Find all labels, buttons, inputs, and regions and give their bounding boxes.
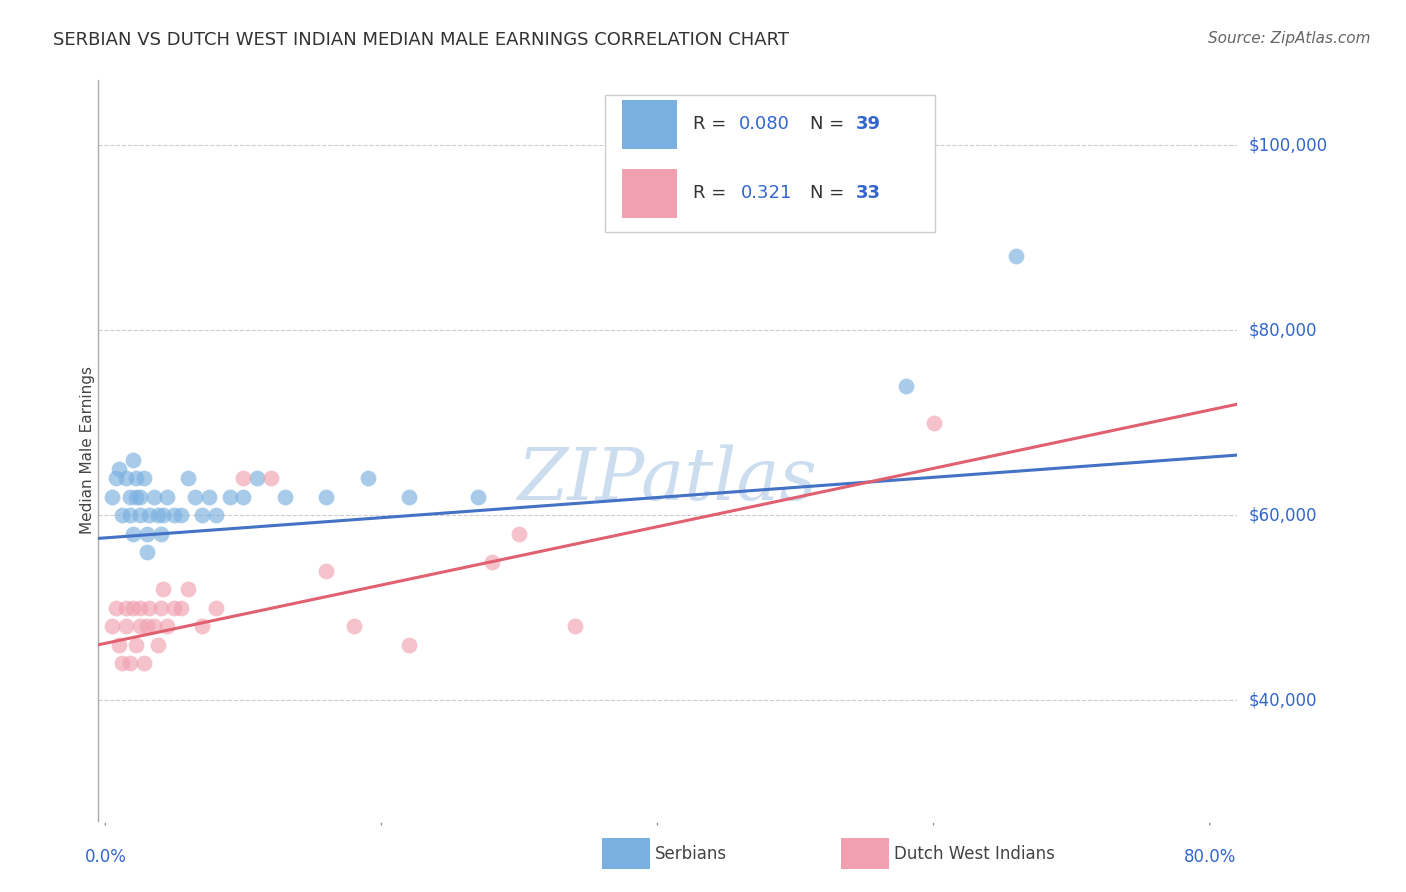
Text: 33: 33	[856, 184, 880, 202]
Text: ZIPatlas: ZIPatlas	[517, 445, 818, 516]
Point	[132, 471, 155, 485]
Text: Source: ZipAtlas.com: Source: ZipAtlas.com	[1208, 31, 1371, 46]
Point	[315, 490, 337, 504]
Y-axis label: Median Male Earnings: Median Male Earnings	[80, 367, 94, 534]
Point	[105, 471, 128, 485]
Point	[260, 471, 283, 485]
Point	[135, 526, 157, 541]
Point	[128, 508, 150, 523]
Point	[105, 600, 128, 615]
Point	[135, 619, 157, 633]
Point	[398, 638, 420, 652]
Text: 80.0%: 80.0%	[1184, 848, 1236, 866]
Point	[564, 619, 586, 633]
Point	[274, 490, 297, 504]
Text: $40,000: $40,000	[1249, 691, 1317, 709]
Point	[115, 600, 138, 615]
Point	[111, 508, 134, 523]
Point	[191, 619, 214, 633]
FancyBboxPatch shape	[623, 169, 676, 218]
Point	[120, 490, 142, 504]
Point	[356, 471, 378, 485]
Point	[191, 508, 214, 523]
Text: N =: N =	[810, 184, 851, 202]
Point	[894, 378, 917, 392]
Point	[156, 490, 179, 504]
Point	[163, 508, 186, 523]
Point	[232, 490, 254, 504]
Point	[146, 638, 169, 652]
Point	[101, 490, 124, 504]
Point	[343, 619, 366, 633]
Text: R =: R =	[693, 115, 733, 133]
Point	[218, 490, 240, 504]
Point	[142, 619, 165, 633]
Point	[101, 619, 124, 633]
Point	[177, 582, 200, 597]
Point	[135, 545, 157, 559]
Point	[177, 471, 200, 485]
Point	[138, 508, 160, 523]
Point	[1005, 249, 1028, 263]
Point	[246, 471, 269, 485]
Point	[125, 471, 148, 485]
Point	[184, 490, 207, 504]
Point	[156, 619, 179, 633]
Point	[120, 657, 142, 671]
Point	[125, 490, 148, 504]
Point	[204, 600, 226, 615]
Point	[120, 508, 142, 523]
Text: SERBIAN VS DUTCH WEST INDIAN MEDIAN MALE EARNINGS CORRELATION CHART: SERBIAN VS DUTCH WEST INDIAN MEDIAN MALE…	[53, 31, 789, 49]
Text: $60,000: $60,000	[1249, 507, 1317, 524]
Point	[142, 490, 165, 504]
Text: 0.0%: 0.0%	[84, 848, 127, 866]
Point	[204, 508, 226, 523]
Point	[315, 564, 337, 578]
Point	[398, 490, 420, 504]
Point	[115, 471, 138, 485]
Text: N =: N =	[810, 115, 851, 133]
Text: 39: 39	[856, 115, 880, 133]
Point	[138, 600, 160, 615]
Point	[170, 600, 193, 615]
FancyBboxPatch shape	[605, 95, 935, 232]
Point	[149, 526, 172, 541]
Text: Serbians: Serbians	[655, 845, 727, 863]
Point	[152, 508, 174, 523]
Point	[108, 638, 131, 652]
Point	[149, 600, 172, 615]
Point	[508, 526, 530, 541]
Point	[481, 554, 503, 569]
Point	[922, 416, 945, 430]
Point	[232, 471, 254, 485]
Text: R =: R =	[693, 184, 738, 202]
Point	[122, 526, 145, 541]
Text: Dutch West Indians: Dutch West Indians	[894, 845, 1054, 863]
Text: 0.080: 0.080	[738, 115, 789, 133]
Point	[128, 490, 150, 504]
Text: 0.321: 0.321	[741, 184, 792, 202]
Point	[111, 657, 134, 671]
Point	[198, 490, 221, 504]
Point	[163, 600, 186, 615]
Point	[146, 508, 169, 523]
Point	[122, 600, 145, 615]
Text: $80,000: $80,000	[1249, 321, 1317, 339]
Point	[152, 582, 174, 597]
Point	[467, 490, 489, 504]
FancyBboxPatch shape	[623, 100, 676, 149]
Point	[122, 452, 145, 467]
Point	[125, 638, 148, 652]
Text: $100,000: $100,000	[1249, 136, 1327, 154]
Point	[115, 619, 138, 633]
Point	[128, 600, 150, 615]
Point	[108, 462, 131, 476]
Point	[128, 619, 150, 633]
Point	[170, 508, 193, 523]
Point	[132, 657, 155, 671]
